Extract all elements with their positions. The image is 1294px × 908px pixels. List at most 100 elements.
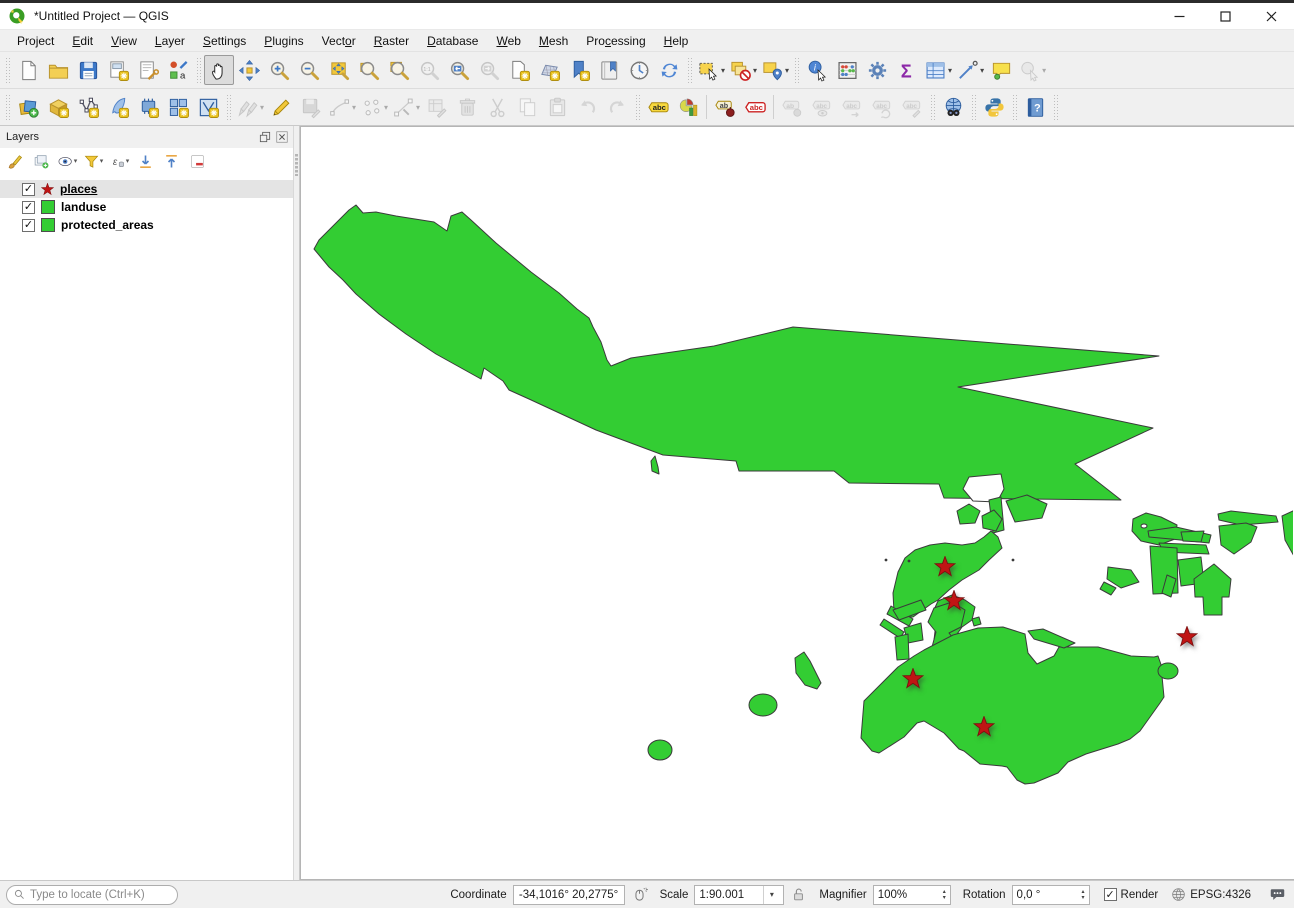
toolbar-drag-handle[interactable] [5,57,10,83]
open-layer-styling-button[interactable] [4,150,26,172]
rotation-spinbox[interactable]: 0,0 ° ▴ ▾ [1011,884,1090,905]
layer-diagram-options-button[interactable] [673,92,703,122]
deselect-features-button[interactable]: ▾ [727,55,759,85]
select-features-button[interactable]: ▾ [695,55,727,85]
messages-icon[interactable] [1269,886,1286,903]
show-spatial-bookmarks-button[interactable] [594,55,624,85]
zoom-to-selection-button[interactable] [354,55,384,85]
toolbar-drag-handle[interactable] [635,94,641,120]
close-panel-icon[interactable] [275,130,289,144]
expand-all-button[interactable] [134,150,156,172]
refresh-map-button[interactable] [654,55,684,85]
toolbar-drag-handle[interactable] [226,94,231,120]
layer-labeling-options-button[interactable] [643,92,673,122]
toolbar-drag-handle[interactable] [196,57,201,83]
remove-layer-button[interactable] [186,150,208,172]
crs-status[interactable]: EPSG:4326 [1170,886,1251,903]
temporal-controller-button[interactable] [624,55,654,85]
new-3d-map-view-button[interactable] [534,55,564,85]
open-data-source-manager-button[interactable] [13,92,43,122]
zoom-last-button[interactable] [444,55,474,85]
dropdown-arrow-icon[interactable]: ▾ [721,65,726,75]
layer-row-protected_areas[interactable]: ✓ protected_areas [0,216,293,234]
field-calculator-button[interactable] [832,55,862,85]
dropdown-arrow-icon[interactable]: ▾ [753,65,758,75]
layer-name[interactable]: protected_areas [61,218,154,232]
magnifier-spinbox[interactable]: 100% ▴ ▾ [872,884,951,905]
new-project-button[interactable] [13,55,43,85]
layer-row-places[interactable]: ✓ places [0,180,293,198]
menu-project[interactable]: Project [17,33,55,48]
pan-to-selection-button[interactable] [234,55,264,85]
close-button[interactable] [1248,3,1294,29]
toolbar-drag-handle[interactable] [930,94,936,120]
manage-map-themes-button[interactable]: ▾ [56,150,78,172]
measure-line-button[interactable]: ▾ [954,55,986,85]
new-temporary-scratch-layer-button[interactable] [133,92,163,122]
dropdown-arrow-icon[interactable]: ▾ [260,102,265,112]
layer-visibility-checkbox[interactable]: ✓ [22,200,35,214]
zoom-to-layer-button[interactable] [384,55,414,85]
show-layout-manager-button[interactable] [133,55,163,85]
menu-help[interactable]: Help [663,33,689,48]
locator-input[interactable] [30,888,160,901]
new-geopackage-layer-button[interactable] [43,92,73,122]
scale-dropdown-arrow[interactable]: ▾ [763,885,779,904]
dropdown-arrow-icon[interactable]: ▾ [384,102,389,112]
dropdown-arrow-icon[interactable]: ▾ [980,65,985,75]
pin-unpin-labels-button[interactable] [710,92,740,122]
pan-map-button[interactable] [204,55,234,85]
dropdown-arrow-icon[interactable]: ▾ [352,102,357,112]
zoom-in-button[interactable] [264,55,294,85]
toolbar-drag-handle[interactable] [687,57,692,83]
new-spatial-bookmark-button[interactable] [564,55,594,85]
maximize-button[interactable] [1202,3,1248,29]
layer-visibility-checkbox[interactable]: ✓ [22,182,35,196]
rotation-spin-arrows[interactable]: ▴ ▾ [1081,888,1085,901]
menu-web[interactable]: Web [496,33,521,48]
menu-settings[interactable]: Settings [202,33,247,48]
highlight-pinned-labels-button[interactable] [740,92,770,122]
new-print-layout-button[interactable] [103,55,133,85]
menu-database[interactable]: Database [427,33,479,48]
layer-visibility-checkbox[interactable]: ✓ [22,218,35,232]
open-project-button[interactable] [43,55,73,85]
dropdown-arrow-icon[interactable]: ▾ [416,102,421,112]
help-contents-button[interactable] [1020,92,1050,122]
coordinate-field[interactable]: -34,1016° 20,2775° [512,884,625,905]
toolbar-drag-handle[interactable] [1053,94,1059,120]
style-manager-button[interactable] [163,55,193,85]
statistical-summary-button[interactable] [892,55,922,85]
scale-combobox[interactable]: 1:90.001 ▾ [694,884,785,905]
render-checkbox[interactable]: ✓ Render [1103,888,1158,901]
layer-name[interactable]: places [60,182,98,196]
menu-mesh[interactable]: Mesh [538,33,569,48]
dropdown-arrow-icon[interactable]: ▾ [785,65,790,75]
map-tips-button[interactable] [986,55,1016,85]
splitter-grip[interactable] [295,154,298,176]
toolbar-drag-handle[interactable] [5,94,10,120]
add-group-button[interactable] [30,150,52,172]
menu-raster[interactable]: Raster [373,33,410,48]
menu-plugins[interactable]: Plugins [264,33,304,48]
select-by-location-button[interactable]: ▾ [759,55,791,85]
metasearch-button[interactable] [938,92,968,122]
new-virtual-layer-button[interactable] [163,92,193,122]
new-shapefile-layer-button[interactable] [73,92,103,122]
new-spatialite-layer-button[interactable] [103,92,133,122]
zoom-full-button[interactable] [324,55,354,85]
new-mesh-layer-button[interactable] [193,92,223,122]
magnifier-spin-arrows[interactable]: ▴ ▾ [942,888,946,901]
new-map-view-button[interactable] [504,55,534,85]
layer-row-landuse[interactable]: ✓ landuse [0,198,293,216]
toolbar-drag-handle[interactable] [794,57,800,83]
render-checkbox-box[interactable]: ✓ [1103,888,1117,901]
panel-splitter[interactable] [293,126,300,880]
filter-by-expression-button[interactable]: ▾ [108,150,130,172]
layer-name[interactable]: landuse [61,200,107,214]
toggle-editing-button[interactable] [266,92,296,122]
identify-features-button[interactable] [802,55,832,85]
python-console-button[interactable] [979,92,1009,122]
toolbar-drag-handle[interactable] [1012,94,1018,120]
map-canvas[interactable] [300,126,1294,880]
